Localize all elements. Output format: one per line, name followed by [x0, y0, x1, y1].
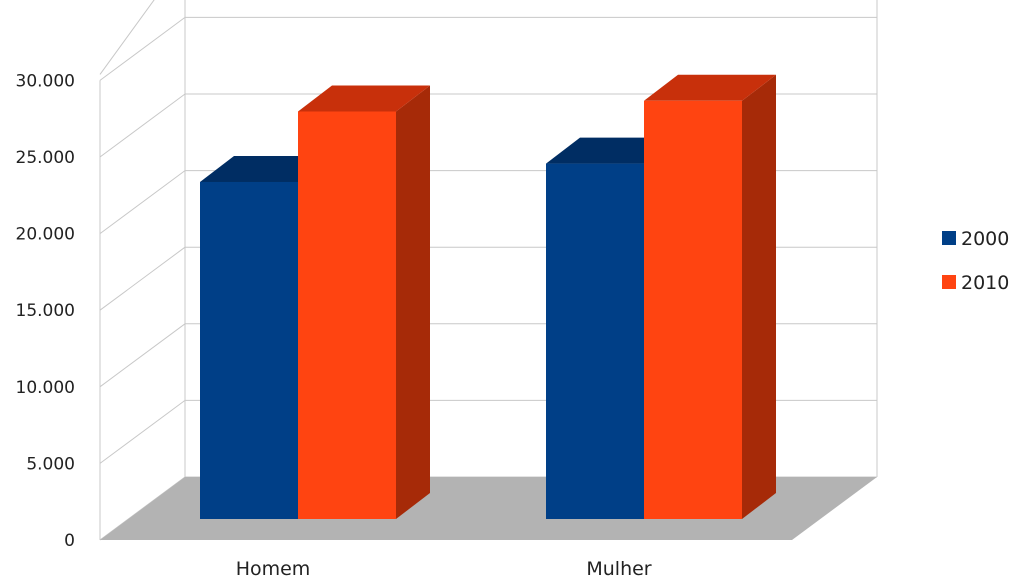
- bar-2000-mulher: [546, 163, 644, 520]
- x-category-label: Mulher: [586, 558, 651, 577]
- legend-label-2000: 2000: [961, 228, 1009, 250]
- gridline-side: [99, 93, 186, 158]
- bar-side-2010-mulher: [742, 74, 776, 519]
- y-tick-label: 20.000: [16, 225, 75, 245]
- y-tick-label: 15.000: [16, 301, 75, 321]
- y-tick-label: 30.000: [16, 71, 75, 91]
- legend-swatch-2000: [942, 231, 956, 245]
- y-tick-label: 25.000: [16, 148, 75, 168]
- gridline-side: [99, 16, 186, 81]
- gridline-side: [99, 399, 186, 464]
- gridline-side: [99, 246, 186, 311]
- legend-label-2010: 2010: [961, 272, 1009, 294]
- y-axis-ticks: 0 5.000 10.000 15.000 20.000 25.000 30.000: [16, 71, 75, 551]
- side-wall-top-edge: [99, 0, 155, 75]
- chart-bars: [200, 74, 776, 520]
- bar-2010-homem: [298, 111, 396, 519]
- bar-2000-homem: [200, 181, 298, 519]
- chart-legend: 2000 2010: [942, 228, 1009, 294]
- y-tick-label: 10.000: [16, 378, 75, 398]
- x-axis-categories: Homem Mulher: [236, 558, 652, 577]
- gridline-side: [99, 323, 186, 388]
- bar-2010-mulher: [644, 100, 742, 519]
- y-tick-label: 0: [64, 531, 75, 551]
- y-tick-label: 5.000: [26, 454, 75, 474]
- bar-top-2010-homem: [298, 85, 430, 112]
- legend-swatch-2010: [942, 275, 956, 289]
- bar-top-2010-mulher: [644, 74, 776, 101]
- x-category-label: Homem: [236, 558, 311, 577]
- gridline-side: [99, 170, 186, 235]
- bar-side-2010-homem: [396, 85, 430, 519]
